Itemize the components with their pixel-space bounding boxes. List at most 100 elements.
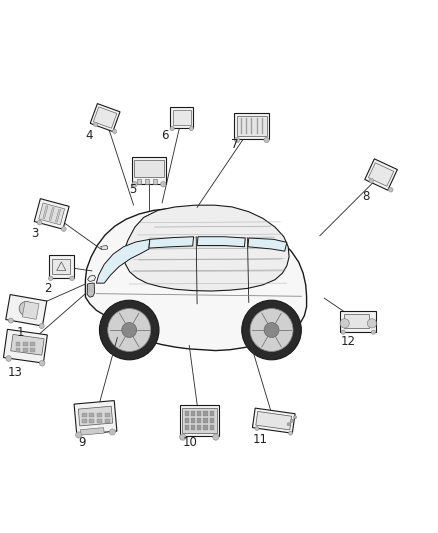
Bar: [89, 413, 94, 417]
Circle shape: [367, 319, 377, 328]
Polygon shape: [251, 118, 252, 134]
Bar: [97, 413, 102, 417]
Text: 12: 12: [341, 335, 356, 349]
Polygon shape: [340, 311, 376, 332]
Bar: [191, 418, 195, 423]
Circle shape: [242, 300, 301, 360]
Polygon shape: [256, 411, 292, 430]
Text: 6: 6: [161, 128, 169, 142]
Circle shape: [293, 416, 297, 419]
Polygon shape: [137, 179, 141, 184]
Text: 5: 5: [129, 183, 137, 196]
Polygon shape: [43, 206, 48, 219]
Circle shape: [170, 126, 174, 131]
Polygon shape: [39, 203, 65, 225]
Circle shape: [180, 434, 186, 440]
Circle shape: [264, 138, 269, 143]
Polygon shape: [88, 275, 95, 281]
Circle shape: [113, 129, 117, 133]
Circle shape: [99, 300, 159, 360]
Text: 11: 11: [253, 433, 268, 446]
Polygon shape: [180, 405, 219, 437]
Bar: [105, 413, 110, 417]
Polygon shape: [34, 199, 69, 229]
Circle shape: [76, 432, 82, 438]
Polygon shape: [11, 334, 44, 355]
Bar: [210, 411, 214, 416]
Circle shape: [37, 220, 42, 225]
Circle shape: [109, 429, 115, 435]
Circle shape: [371, 330, 375, 334]
Circle shape: [93, 122, 98, 126]
Circle shape: [264, 322, 279, 337]
Polygon shape: [85, 209, 307, 351]
Bar: [16, 342, 20, 346]
Text: 1: 1: [17, 326, 24, 338]
Polygon shape: [343, 314, 369, 328]
Polygon shape: [78, 406, 113, 426]
Polygon shape: [248, 238, 287, 251]
Polygon shape: [262, 118, 263, 134]
Text: 2: 2: [44, 282, 51, 295]
Polygon shape: [81, 427, 104, 435]
Polygon shape: [197, 237, 245, 247]
Circle shape: [39, 324, 44, 328]
Text: 13: 13: [8, 366, 23, 379]
Text: 7: 7: [231, 138, 239, 151]
Circle shape: [6, 356, 11, 361]
Polygon shape: [49, 207, 54, 221]
Bar: [97, 419, 102, 423]
Circle shape: [70, 276, 74, 280]
Circle shape: [39, 360, 45, 366]
Text: 4: 4: [85, 128, 93, 142]
Bar: [16, 349, 20, 352]
Polygon shape: [257, 118, 258, 134]
Circle shape: [108, 309, 151, 351]
Bar: [82, 413, 87, 417]
Bar: [191, 425, 195, 430]
Bar: [203, 411, 208, 416]
Circle shape: [48, 276, 53, 280]
Text: 3: 3: [32, 227, 39, 240]
Circle shape: [250, 309, 293, 351]
Polygon shape: [96, 239, 150, 283]
Circle shape: [213, 434, 219, 440]
Polygon shape: [4, 329, 47, 363]
Bar: [184, 411, 189, 416]
Circle shape: [389, 188, 393, 192]
Bar: [210, 418, 214, 423]
Bar: [23, 349, 28, 352]
Bar: [31, 342, 35, 346]
Circle shape: [61, 227, 66, 231]
Polygon shape: [6, 295, 47, 326]
Polygon shape: [101, 246, 108, 250]
Circle shape: [341, 330, 345, 334]
Circle shape: [122, 322, 137, 337]
Circle shape: [255, 426, 259, 431]
Polygon shape: [124, 205, 289, 291]
Bar: [197, 425, 201, 430]
Polygon shape: [145, 179, 149, 184]
Bar: [191, 411, 195, 416]
Polygon shape: [93, 107, 117, 128]
Bar: [203, 418, 208, 423]
Bar: [23, 342, 28, 346]
Polygon shape: [182, 408, 217, 433]
Polygon shape: [153, 179, 157, 184]
Circle shape: [289, 431, 293, 435]
Circle shape: [132, 182, 137, 187]
Circle shape: [8, 318, 14, 323]
Polygon shape: [365, 159, 397, 190]
Bar: [31, 349, 35, 352]
Circle shape: [369, 179, 374, 183]
Circle shape: [189, 126, 194, 131]
Polygon shape: [234, 113, 269, 140]
Circle shape: [287, 423, 290, 426]
Polygon shape: [246, 118, 247, 134]
Text: 10: 10: [183, 436, 198, 449]
Bar: [105, 419, 110, 423]
Bar: [184, 418, 189, 423]
Bar: [197, 411, 201, 416]
Polygon shape: [87, 283, 95, 297]
Bar: [203, 425, 208, 430]
